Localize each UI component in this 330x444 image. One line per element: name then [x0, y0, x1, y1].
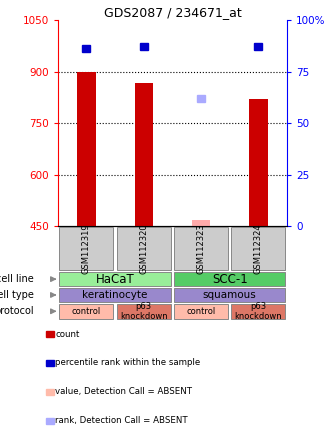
Bar [117, 227, 171, 270]
Text: p63
knockdown: p63 knockdown [235, 301, 282, 321]
Text: GSM112319: GSM112319 [82, 223, 91, 274]
Text: SCC-1: SCC-1 [212, 273, 248, 285]
Bar [46, 331, 54, 337]
Bar [140, 44, 148, 50]
Text: control: control [72, 307, 101, 316]
Bar [135, 83, 153, 226]
Text: p63
knockdown: p63 knockdown [120, 301, 168, 321]
Bar [174, 227, 228, 270]
Text: GSM112320: GSM112320 [139, 223, 148, 274]
Bar [46, 389, 54, 395]
Bar [59, 304, 114, 319]
Bar [59, 288, 171, 302]
Text: value, Detection Call = ABSENT: value, Detection Call = ABSENT [55, 387, 192, 396]
Text: squamous: squamous [203, 290, 257, 300]
Bar [197, 95, 205, 102]
Bar [59, 227, 114, 270]
Text: GSM112324: GSM112324 [254, 223, 263, 274]
Text: keratinocyte: keratinocyte [82, 290, 148, 300]
Bar [174, 288, 285, 302]
Bar [231, 227, 285, 270]
Bar [46, 360, 54, 366]
Bar [59, 272, 171, 286]
Text: GSM112323: GSM112323 [197, 223, 206, 274]
Text: control: control [186, 307, 216, 316]
Text: cell line: cell line [0, 274, 34, 284]
Bar [77, 71, 96, 226]
Bar [249, 99, 268, 226]
Bar [46, 418, 54, 424]
Text: protocol: protocol [0, 306, 34, 316]
Text: count: count [55, 329, 80, 339]
Bar [254, 44, 262, 50]
Text: HaCaT: HaCaT [96, 273, 134, 285]
Bar [82, 45, 90, 52]
Bar [117, 304, 171, 319]
Text: rank, Detection Call = ABSENT: rank, Detection Call = ABSENT [55, 416, 188, 425]
Bar [231, 304, 285, 319]
Text: cell type: cell type [0, 290, 34, 300]
Bar [174, 304, 228, 319]
Title: GDS2087 / 234671_at: GDS2087 / 234671_at [104, 6, 241, 19]
Text: percentile rank within the sample: percentile rank within the sample [55, 358, 201, 368]
Bar [174, 272, 285, 286]
Bar [192, 220, 210, 226]
